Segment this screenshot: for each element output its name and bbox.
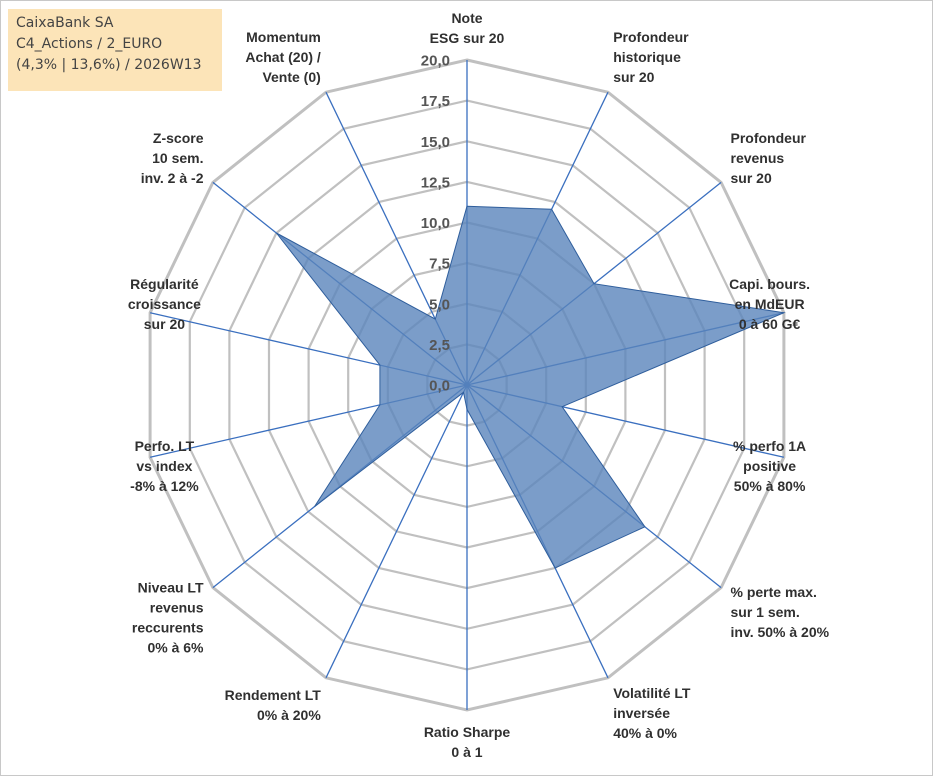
axis-label: Momentum Achat (20) / Vente (0) xyxy=(245,29,321,85)
axis-label-line: vs index xyxy=(136,458,192,474)
tick-label: 7,5 xyxy=(429,256,450,273)
axis-label-line: -8% à 12% xyxy=(130,478,199,494)
axis-label-line: Profondeur xyxy=(613,29,689,45)
axis-label-line: Profondeur xyxy=(731,130,807,146)
axis-label: Perfo. LT vs index -8% à 12% xyxy=(130,438,199,494)
info-line-category: C4_Actions / 2_EURO xyxy=(16,36,163,52)
axis-label: % perfo 1A positive 50% à 80% xyxy=(733,438,806,494)
axis-label-line: % perfo 1A xyxy=(733,438,806,454)
axis-label: Note ESG sur 20 xyxy=(430,10,505,46)
axis-label-line: Volatilité LT xyxy=(613,685,691,701)
axis-label: Régularité croissance sur 20 xyxy=(128,276,201,332)
axis-label-line: 0% à 20% xyxy=(257,707,321,723)
axis-label-line: Perfo. LT xyxy=(135,438,195,454)
axis-label: Profondeur revenus sur 20 xyxy=(731,130,807,186)
axis-label-line: 40% à 0% xyxy=(613,725,677,741)
axis-label-line: croissance xyxy=(128,296,201,312)
axis-spoke xyxy=(325,384,468,679)
axis-label-line: Ratio Sharpe xyxy=(424,724,511,740)
axis-label-line: Vente (0) xyxy=(262,69,320,85)
axis-label-line: historique xyxy=(613,49,681,65)
axis-label: Ratio Sharpe 0 à 1 xyxy=(424,724,511,760)
info-line-stats: (4,3% | 13,6%) / 2026W13 xyxy=(16,57,202,73)
axis-label-line: revenus xyxy=(731,150,785,166)
axis-label-line: inv. 50% à 20% xyxy=(731,624,830,640)
tick-label: 15,0 xyxy=(421,134,450,151)
axis-label-line: Capi. bours. xyxy=(729,276,810,292)
axis-label-line: sur 1 sem. xyxy=(731,604,800,620)
axis-label: Capi. bours. en MdEUR 0 à 60 G€ xyxy=(729,276,810,332)
axis-label: Z-score 10 sem. inv. 2 à -2 xyxy=(141,130,204,186)
axis-label: Niveau LT revenus reccurents 0% à 6% xyxy=(132,580,204,656)
axis-label-line: sur 20 xyxy=(144,316,185,332)
axis-label-line: Achat (20) / xyxy=(245,49,321,65)
tick-label: 0,0 xyxy=(429,378,450,395)
axis-label-line: positive xyxy=(743,458,796,474)
axis-label-line: 0 à 60 G€ xyxy=(739,316,801,332)
tick-label: 17,5 xyxy=(421,93,450,110)
axis-label: Rendement LT 0% à 20% xyxy=(225,687,322,723)
axis-label-line: Z-score xyxy=(153,130,204,146)
axis-label-line: en MdEUR xyxy=(735,296,805,312)
axis-label-line: Rendement LT xyxy=(225,687,322,703)
axis-label: % perte max. sur 1 sem. inv. 50% à 20% xyxy=(731,584,830,640)
axis-label-line: Régularité xyxy=(130,276,199,292)
axis-label-line: 10 sem. xyxy=(152,150,203,166)
label-layer: Note ESG sur 20 Profondeur historique sur 20… xyxy=(128,10,830,760)
axis-label-line: revenus xyxy=(150,600,204,616)
axis-label-line: 0% à 6% xyxy=(147,640,204,656)
info-line-company: CaixaBank SA xyxy=(16,15,114,31)
axis-label: Profondeur historique sur 20 xyxy=(613,29,689,85)
axis-label-line: sur 20 xyxy=(731,170,772,186)
axis-label-line: 0 à 1 xyxy=(451,744,482,760)
axis-label-line: sur 20 xyxy=(613,69,654,85)
axis-label-line: Momentum xyxy=(246,29,321,45)
axis-label-line: inversée xyxy=(613,705,670,721)
area-layer xyxy=(276,205,786,569)
tick-label: 20,0 xyxy=(421,53,450,70)
tick-label: 2,5 xyxy=(429,337,450,354)
axis-label-line: Note xyxy=(451,10,482,26)
info-box: CaixaBank SA C4_Actions / 2_EURO (4,3% |… xyxy=(8,9,222,91)
series-area xyxy=(276,205,786,569)
tick-label: 12,5 xyxy=(421,174,450,191)
axis-label-line: 50% à 80% xyxy=(734,478,806,494)
axis-label-line: % perte max. xyxy=(731,584,817,600)
axis-label-line: ESG sur 20 xyxy=(430,30,505,46)
axis-label-line: reccurents xyxy=(132,620,204,636)
axis-label-line: inv. 2 à -2 xyxy=(141,170,204,186)
tick-label: 10,0 xyxy=(421,215,450,232)
axis-label-line: Niveau LT xyxy=(138,580,204,596)
tick-layer: 0,0 2,5 5,0 7,5 10,0 12,5 15,0 17,5 20,0 xyxy=(421,53,450,395)
tick-label: 5,0 xyxy=(429,296,450,313)
axis-label: Volatilité LT inversée 40% à 0% xyxy=(613,685,691,741)
